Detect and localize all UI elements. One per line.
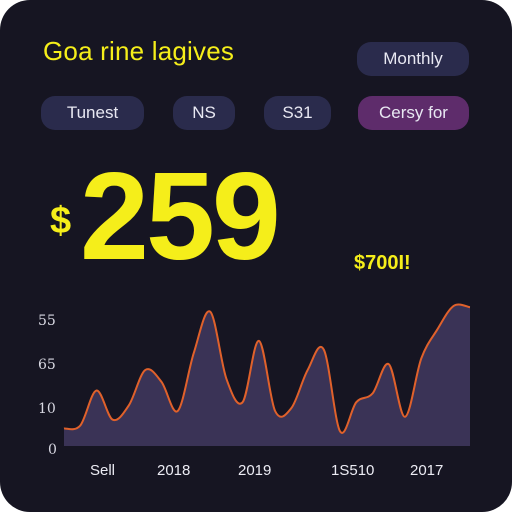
filter-chip-4[interactable]: Cersy for xyxy=(358,96,469,130)
secondary-value: $700I! xyxy=(354,252,411,274)
currency-symbol: $ xyxy=(50,200,72,242)
page-title: Goa rine lagives xyxy=(43,36,235,66)
x-tick-label: Sell xyxy=(90,462,116,479)
x-tick-label: 2019 xyxy=(238,462,272,479)
filter-chip-2[interactable]: NS xyxy=(173,96,235,130)
filter-chip-1[interactable]: Tunest xyxy=(41,96,144,130)
y-tick-label: 55 xyxy=(38,313,56,329)
x-tick-label: 2017 xyxy=(410,462,444,479)
y-tick-label: 65 xyxy=(38,357,56,373)
main-value: 259 xyxy=(80,148,281,286)
y-tick-label: 0 xyxy=(48,442,57,458)
x-tick-label: 1S510 xyxy=(331,462,375,479)
x-tick-label: 2018 xyxy=(157,462,191,479)
period-select[interactable]: Monthly xyxy=(357,42,469,76)
chart-series-line xyxy=(63,303,471,434)
filter-chip-3[interactable]: S31 xyxy=(264,96,331,130)
y-tick-label: 10 xyxy=(38,401,56,417)
